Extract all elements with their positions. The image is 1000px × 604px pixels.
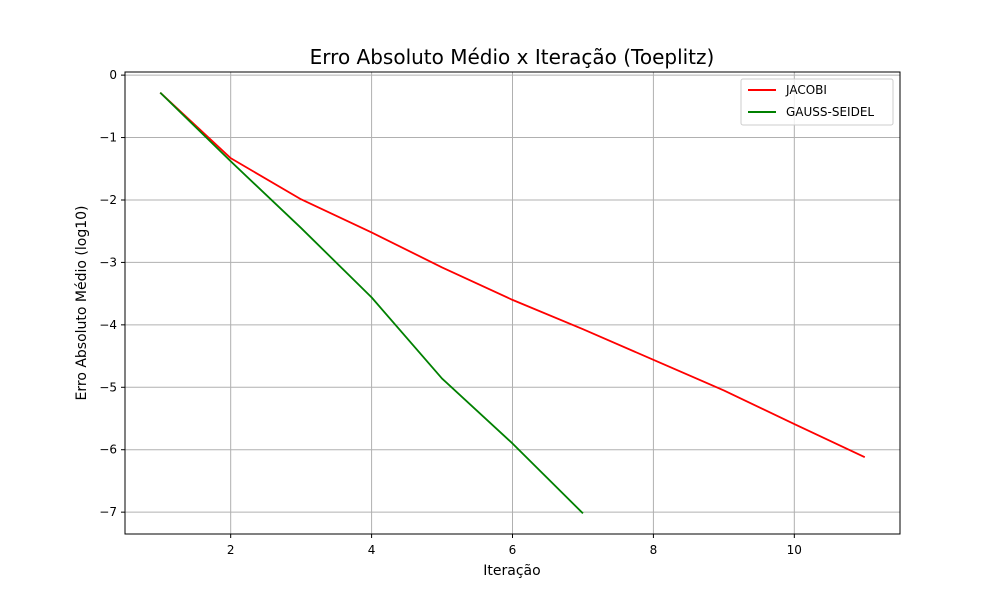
x-tick-label: 4 [368,543,376,557]
legend-box [740,78,894,126]
legend: JACOBI GAUSS-SEIDEL [740,78,894,126]
x-tick-label: 8 [650,543,658,557]
x-tick-label: 6 [509,543,517,557]
series-line-gauss-seidel [159,91,584,515]
y-tick-label: −3 [99,255,117,269]
legend-label-jacobi: JACOBI [785,83,827,97]
y-tick-label: −4 [99,318,117,332]
y-tick-label: −2 [99,193,117,207]
grid [125,72,900,534]
legend-label-gauss-seidel: GAUSS-SEIDEL [786,105,874,119]
chart-title: Erro Absoluto Médio x Iteração (Toeplitz… [310,45,715,69]
y-tick-label: −6 [99,443,117,457]
x-tick-label: 2 [227,543,235,557]
x-tick-label: 10 [787,543,802,557]
y-tick-label: 0 [109,68,117,82]
axis-ticks: 2 4 6 8 10 0 −1 −2 −3 −4 −5 −6 −7 [99,68,802,557]
x-axis-label: Iteração [483,563,540,579]
y-tick-label: −5 [99,380,117,394]
series-lines [159,91,866,515]
y-tick-label: −1 [99,131,117,145]
y-axis-label: Erro Absoluto Médio (log10) [74,206,90,401]
y-tick-label: −7 [99,505,117,519]
series-line-jacobi [159,91,866,459]
